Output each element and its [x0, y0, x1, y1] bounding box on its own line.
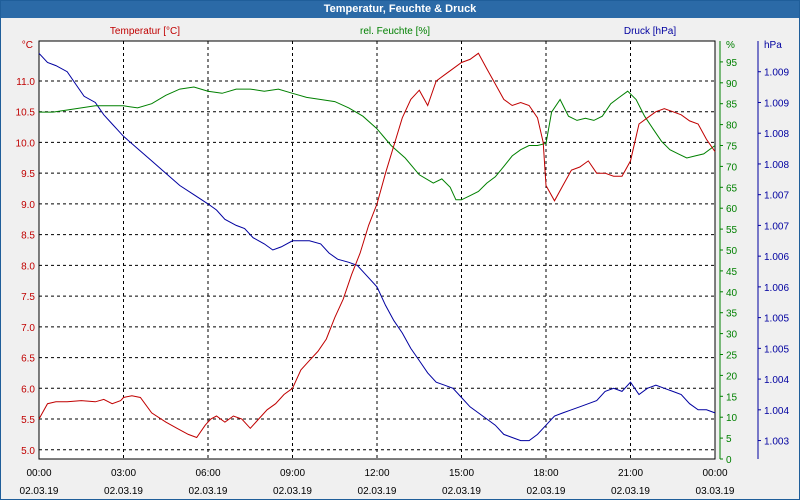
humidity-tick: 95	[726, 58, 738, 69]
series-group	[38, 52, 716, 442]
axis-labels: 00:00 02.03.19 03:00 02.03.19 06:00 02.03.19 0…	[16, 26, 790, 497]
humidity-tick: 15	[726, 392, 738, 403]
x-tick-time: 18:00	[533, 468, 558, 479]
temperature-tick: 11.0	[16, 77, 35, 88]
temperature-tick: 6.0	[21, 384, 35, 395]
temperature-tick: 8.5	[21, 231, 35, 242]
pressure-tick: 1.009	[764, 68, 789, 79]
pressure-tick: 1.006	[764, 252, 789, 263]
pressure-tick: 1.007	[764, 191, 789, 202]
humidity-unit: %	[726, 40, 735, 51]
humidity-tick: 70	[726, 162, 738, 173]
pressure-tick: 1.004	[764, 375, 789, 386]
humidity-tick: 25	[726, 351, 738, 362]
pressure-tick: 1.005	[764, 314, 789, 325]
humidity-tick: 85	[726, 100, 738, 111]
temperature-tick: 9.5	[21, 169, 35, 180]
humidity-tick: 40	[726, 288, 738, 299]
axes	[719, 41, 761, 460]
pressure-tick: 1.004	[764, 406, 789, 417]
pressure-tick: 1.003	[764, 437, 789, 448]
x-tick-time: 06:00	[195, 468, 220, 479]
humidity-tick: 60	[726, 204, 738, 215]
pressure-tick: 1.009	[764, 98, 789, 109]
humidity-tick: 65	[726, 183, 738, 194]
humidity-axis-title: rel. Feuchte [%]	[360, 26, 430, 37]
temperature-tick: 10.0	[16, 138, 36, 149]
x-tick-date: 02.03.19	[20, 486, 59, 497]
temperature-tick: 7.0	[21, 323, 35, 334]
humidity-tick: 75	[726, 142, 738, 153]
x-tick-date: 02.03.19	[611, 486, 650, 497]
x-tick-date: 02.03.19	[273, 486, 312, 497]
grid	[39, 41, 715, 459]
temperature-tick: 7.5	[21, 292, 35, 303]
temperature-tick: 9.0	[21, 200, 35, 211]
pressure-unit: hPa	[764, 40, 782, 51]
humidity-tick: 35	[726, 309, 738, 320]
pressure-tick: 1.007	[764, 221, 789, 232]
temperature-line	[38, 52, 716, 439]
temperature-axis-title: Temperatur [°C]	[110, 26, 180, 37]
humidity-tick: 30	[726, 330, 738, 341]
temperature-tick: 5.5	[21, 415, 35, 426]
humidity-line	[39, 86, 716, 201]
pressure-axis-title: Druck [hPa]	[624, 26, 676, 37]
x-tick-date: 03.03.19	[696, 486, 735, 497]
temperature-tick: 5.0	[21, 446, 35, 457]
x-tick-date: 02.03.19	[104, 486, 143, 497]
x-tick-time: 21:00	[618, 468, 643, 479]
pressure-tick: 1.005	[764, 344, 789, 355]
pressure-line	[38, 52, 716, 442]
humidity-tick: 0	[726, 455, 732, 466]
humidity-tick: 55	[726, 225, 738, 236]
humidity-tick: 90	[726, 79, 738, 90]
pressure-tick: 1.008	[764, 160, 789, 171]
x-tick-time: 00:00	[26, 468, 51, 479]
x-tick-time: 00:00	[702, 468, 727, 479]
pressure-tick: 1.006	[764, 283, 789, 294]
temperature-unit: °C	[22, 40, 33, 51]
x-tick-date: 02.03.19	[527, 486, 566, 497]
pressure-tick: 1.008	[764, 129, 789, 140]
temperature-tick: 10.5	[16, 108, 36, 119]
window-title: Temperatur, Feuchte & Druck	[1, 1, 799, 18]
x-tick-date: 02.03.19	[189, 486, 228, 497]
x-tick-date: 02.03.19	[442, 486, 481, 497]
humidity-tick: 45	[726, 267, 738, 278]
humidity-tick: 10	[726, 413, 738, 424]
temperature-tick: 6.5	[21, 354, 35, 365]
humidity-tick: 20	[726, 371, 738, 382]
chart-canvas: 00:00 02.03.19 03:00 02.03.19 06:00 02.03.19 0…	[16, 26, 790, 497]
humidity-tick: 80	[726, 121, 738, 132]
x-tick-time: 03:00	[111, 468, 136, 479]
temperature-tick: 8.0	[21, 261, 35, 272]
humidity-tick: 50	[726, 246, 738, 257]
x-tick-time: 15:00	[449, 468, 474, 479]
humidity-tick: 5	[726, 434, 732, 445]
x-tick-time: 12:00	[364, 468, 389, 479]
x-tick-date: 02.03.19	[358, 486, 397, 497]
x-tick-time: 09:00	[280, 468, 305, 479]
